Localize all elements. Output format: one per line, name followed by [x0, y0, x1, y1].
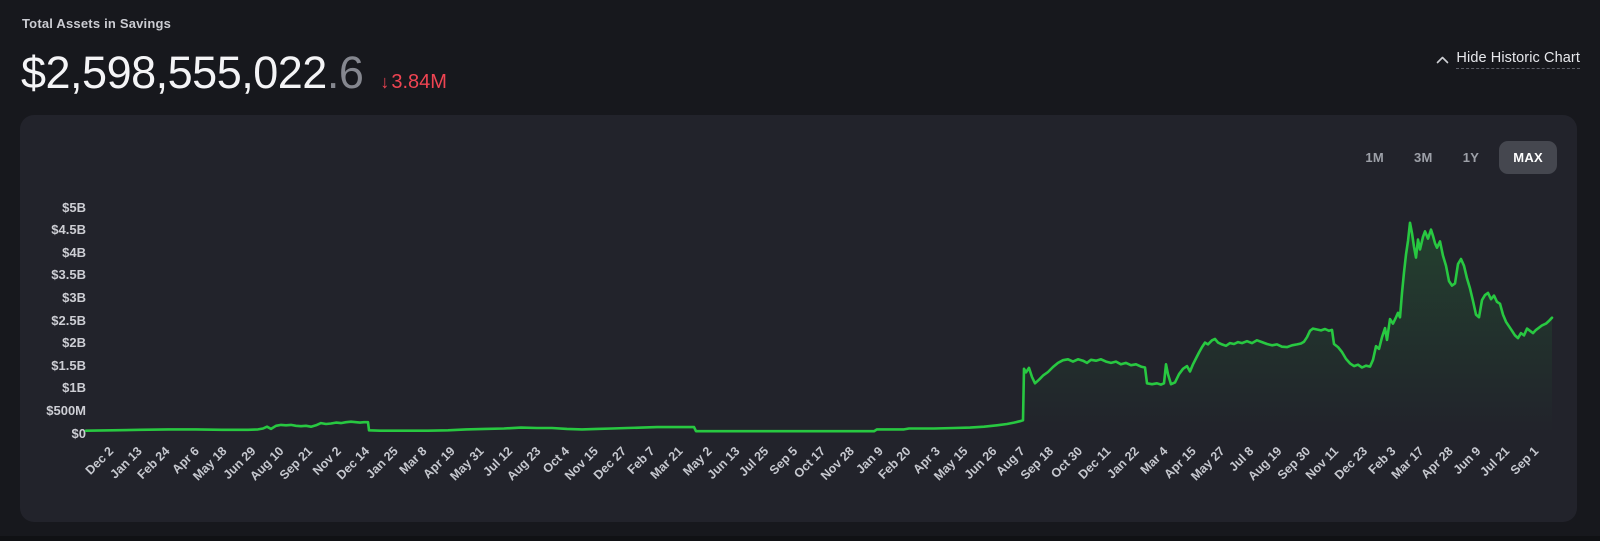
y-axis-tick-label: $3B [62, 289, 86, 305]
y-axis-tick-label: $1.5B [51, 357, 86, 373]
range-button-max[interactable]: MAX [1499, 141, 1557, 174]
down-arrow-icon: ↓ [380, 72, 390, 92]
hide-historic-chart-link[interactable]: Hide Historic Chart [1436, 50, 1580, 69]
y-axis-tick-label: $4B [62, 244, 86, 260]
amount-main: $2,598,555,022 [21, 47, 327, 98]
y-axis-tick-label: $5B [62, 199, 86, 215]
y-axis-tick-label: $0 [71, 425, 86, 441]
page-title: Total Assets in Savings [22, 16, 172, 31]
total-assets-amount: $2,598,555,022 .6 ↓ 3.84M [21, 50, 447, 95]
range-selector: 1M 3M 1Y MAX [1350, 141, 1557, 174]
y-axis-tick-label: $1B [62, 380, 86, 396]
range-button-1y[interactable]: 1Y [1448, 141, 1495, 174]
y-axis-tick-label: $2.5B [51, 312, 86, 328]
chevron-up-icon [1437, 56, 1449, 63]
amount-decimal: .6 [326, 47, 364, 98]
y-axis-tick-label: $2B [62, 335, 86, 351]
y-axis-tick-label: $4.5B [51, 222, 86, 238]
window-bottom-edge [0, 536, 1600, 541]
change-indicator: ↓ 3.84M [380, 71, 447, 94]
y-axis-tick-label: $3.5B [51, 267, 86, 283]
hide-link-label: Hide Historic Chart [1456, 50, 1580, 69]
change-value: 3.84M [391, 71, 447, 93]
range-button-3m[interactable]: 3M [1399, 141, 1448, 174]
y-axis-tick-label: $500M [46, 402, 86, 418]
range-button-1m[interactable]: 1M [1350, 141, 1399, 174]
